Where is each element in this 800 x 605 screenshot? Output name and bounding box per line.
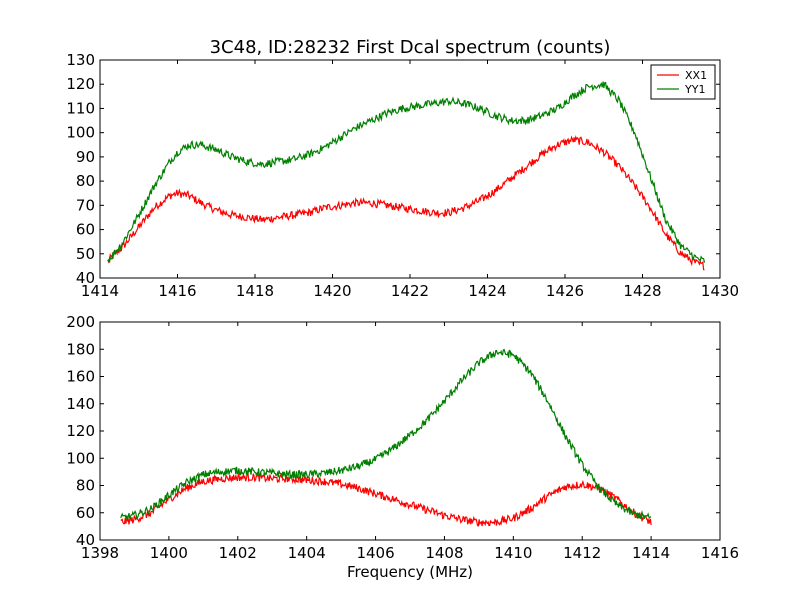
y-tick-label: 40 <box>76 531 95 549</box>
x-tick-label: 1400 <box>150 544 188 562</box>
x-tick-label: 1406 <box>356 544 394 562</box>
legend-label: YY1 <box>684 83 705 96</box>
x-tick-label: 1424 <box>468 282 506 300</box>
x-tick-label: 1414 <box>632 544 670 562</box>
y-tick-label: 80 <box>76 477 95 495</box>
y-tick-label: 120 <box>66 422 95 440</box>
x-tick-label: 1412 <box>563 544 601 562</box>
y-tick-label: 180 <box>66 340 95 358</box>
series-group <box>121 350 651 526</box>
y-tick-label: 40 <box>76 269 95 287</box>
x-tick-label: 1418 <box>236 282 274 300</box>
x-tick-label: 1416 <box>701 544 739 562</box>
series-line-yy1 <box>108 82 705 263</box>
series-line-yy1 <box>121 350 651 521</box>
x-tick-label: 1428 <box>623 282 661 300</box>
x-tick-label: 1422 <box>391 282 429 300</box>
series-line-xx1 <box>121 474 651 526</box>
y-tick-label: 50 <box>76 245 95 263</box>
y-tick-label: 140 <box>66 395 95 413</box>
x-tick-label: 1404 <box>288 544 326 562</box>
x-tick-label: 1402 <box>219 544 257 562</box>
x-tick-label: 1420 <box>313 282 351 300</box>
y-tick-label: 120 <box>66 75 95 93</box>
x-tick-label: 1426 <box>546 282 584 300</box>
y-tick-label: 60 <box>76 221 95 239</box>
y-tick-label: 200 <box>66 313 95 331</box>
x-tick-label: 1430 <box>701 282 739 300</box>
y-tick-label: 60 <box>76 504 95 522</box>
x-axis-label: Frequency (MHz) <box>347 563 473 581</box>
x-tick-label: 1416 <box>158 282 196 300</box>
x-tick-label: 1410 <box>494 544 532 562</box>
axes-frame <box>100 60 720 278</box>
y-tick-label: 160 <box>66 368 95 386</box>
legend-label: XX1 <box>685 69 707 82</box>
chart-title: 3C48, ID:28232 First Dcal spectrum (coun… <box>210 37 611 58</box>
series-group <box>108 82 705 270</box>
y-tick-label: 100 <box>66 124 95 142</box>
y-tick-label: 70 <box>76 196 95 214</box>
y-tick-label: 90 <box>76 148 95 166</box>
series-line-xx1 <box>108 137 705 270</box>
x-tick-label: 1408 <box>425 544 463 562</box>
y-tick-label: 110 <box>66 99 95 117</box>
y-tick-label: 80 <box>76 172 95 190</box>
y-tick-label: 100 <box>66 449 95 467</box>
y-tick-label: 130 <box>66 51 95 69</box>
